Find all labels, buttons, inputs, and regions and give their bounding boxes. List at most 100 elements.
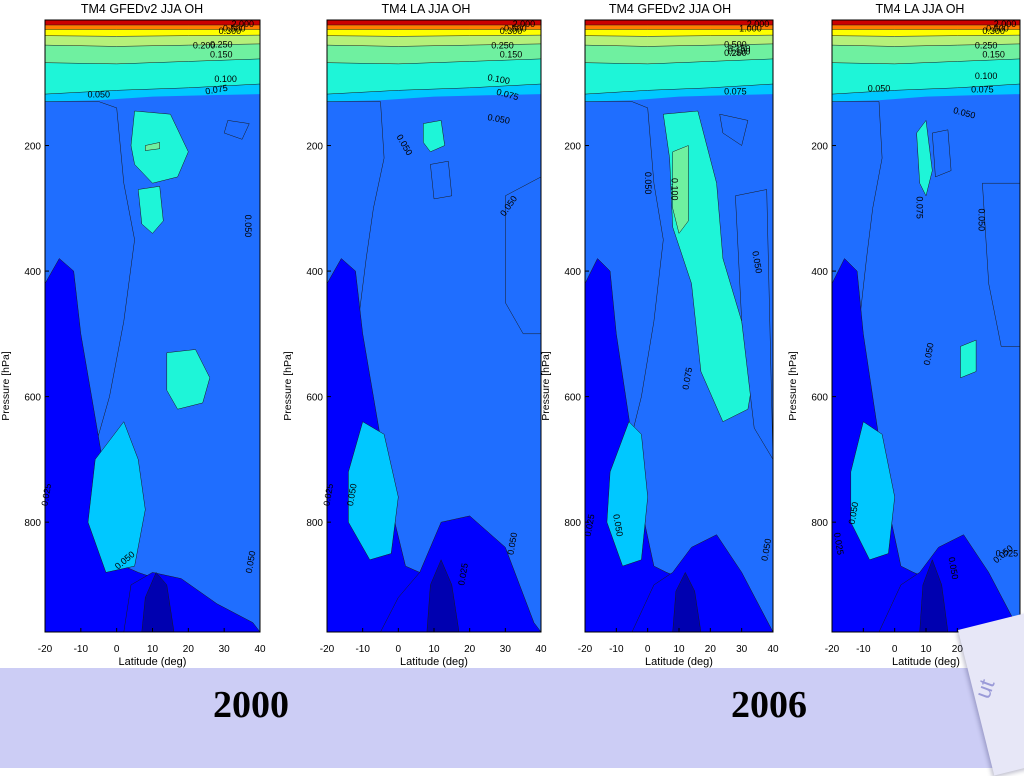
contour-label: 0.075 xyxy=(915,196,925,219)
region-upper-band-6 xyxy=(585,20,773,26)
x-tick-label: 0 xyxy=(396,644,402,655)
region-light-island-1 xyxy=(87,421,146,573)
y-tick-label: 600 xyxy=(24,393,41,404)
x-tick-label: 10 xyxy=(147,644,159,655)
region-deep-blue-bottom xyxy=(380,515,541,632)
region-upper-light xyxy=(916,119,933,197)
plot-area xyxy=(585,20,773,632)
contour-label: 0.150 xyxy=(982,50,1005,60)
contour-label: 0.300 xyxy=(982,26,1005,36)
contour-label: 0.250 xyxy=(724,48,747,58)
y-tick-label: 600 xyxy=(564,393,581,404)
x-tick-label: 40 xyxy=(535,644,547,655)
y-axis-label: Pressure [hPa] xyxy=(0,351,12,421)
region-mid-light xyxy=(166,349,211,410)
contour-label: 2.000 xyxy=(747,19,770,29)
x-tick-label: 10 xyxy=(920,644,932,655)
contour-label: 0.500 xyxy=(724,39,747,49)
contour-label: 0.250 xyxy=(491,40,514,50)
contour-label: 0.500 xyxy=(223,23,246,33)
y-tick-label: 800 xyxy=(811,518,828,529)
region-light-island-1 xyxy=(606,421,648,567)
x-tick-label: -20 xyxy=(38,644,53,655)
x-tick-label: 20 xyxy=(183,644,195,655)
region-upper-band-6 xyxy=(832,20,1020,26)
contour-label: 0.150 xyxy=(728,44,751,54)
x-tick-label: 20 xyxy=(952,644,964,655)
region-upper-blue-patch-2 xyxy=(430,160,453,200)
contour-label: 0.050 xyxy=(922,342,936,366)
x-tick-label: 10 xyxy=(673,644,685,655)
contour-label: 0.200 xyxy=(193,40,216,50)
plot-area xyxy=(45,20,260,632)
chart-title: TM4 GFEDv2 JJA OH xyxy=(81,2,203,16)
contour-label: 0.050 xyxy=(977,209,987,232)
contour-label: 0.050 xyxy=(87,89,110,99)
contour-label: 0.500 xyxy=(504,23,527,33)
x-tick-label: -20 xyxy=(320,644,335,655)
contour-label: 0.150 xyxy=(210,50,233,60)
y-tick-label: 800 xyxy=(564,518,581,529)
x-tick-label: -10 xyxy=(856,644,871,655)
contour-label: 0.500 xyxy=(986,23,1009,33)
contour-label: 0.100 xyxy=(975,71,998,81)
x-tick-label: 40 xyxy=(254,644,266,655)
contour-label: 0.100 xyxy=(669,178,679,201)
contour-label: 0.025 xyxy=(832,532,846,556)
x-tick-label: -10 xyxy=(609,644,624,655)
x-tick-label: 30 xyxy=(736,644,748,655)
contour-label: 0.075 xyxy=(205,83,229,97)
region-upper-blue-patch xyxy=(719,113,749,146)
contour-label: 2.000 xyxy=(513,19,536,29)
x-axis-label: Latitude (deg) xyxy=(892,656,960,668)
region-darkest-core xyxy=(141,571,175,632)
y-tick-label: 400 xyxy=(811,267,828,278)
contour-label: 0.025 xyxy=(39,483,53,507)
chart-panel-2: TM4 LA JJA OH Latitude (deg) Pressure [hPa… xyxy=(282,2,547,668)
contour-label: 0.050 xyxy=(244,550,258,574)
x-tick-label: -10 xyxy=(74,644,89,655)
region-upper-light xyxy=(423,120,445,153)
contour-label: 0.100 xyxy=(487,72,511,86)
contour-label: 0.100 xyxy=(214,74,237,84)
x-tick-label: -20 xyxy=(578,644,593,655)
x-tick-label: 20 xyxy=(705,644,717,655)
year-label-left: 2000 xyxy=(213,684,289,726)
contour-label: 0.050 xyxy=(847,501,861,525)
x-tick-label: 0 xyxy=(892,644,898,655)
chart-title: TM4 LA JJA OH xyxy=(382,2,471,16)
region-upper-core xyxy=(145,142,160,151)
contour-label: 0.300 xyxy=(219,26,242,36)
contour-label: 0.025 xyxy=(996,548,1019,558)
contour-label: 0.025 xyxy=(583,513,597,537)
y-axis-label: Pressure [hPa] xyxy=(282,351,294,421)
x-tick-label: 0 xyxy=(645,644,651,655)
x-tick-label: -10 xyxy=(355,644,370,655)
region-upper-band-6 xyxy=(45,20,260,26)
contour-label: 0.075 xyxy=(724,86,747,96)
y-tick-label: 400 xyxy=(306,267,323,278)
x-tick-label: 40 xyxy=(767,644,779,655)
contour-plots-figure: TM4 GFEDv2 JJA OH Latitude (deg) Pressure … xyxy=(0,2,1024,668)
x-axis-label: Latitude (deg) xyxy=(119,656,187,668)
contour-label: 2.000 xyxy=(232,19,255,29)
x-tick-label: 20 xyxy=(464,644,476,655)
y-tick-label: 600 xyxy=(811,393,828,404)
contour-label: 0.025 xyxy=(321,483,335,507)
y-tick-label: 400 xyxy=(564,267,581,278)
contour-label: 0.050 xyxy=(487,112,511,126)
plot-area xyxy=(327,20,541,632)
region-upper-blue-patch-2 xyxy=(932,129,952,178)
chart-title: TM4 LA JJA OH xyxy=(876,2,965,16)
contour-label: 0.075 xyxy=(680,366,694,390)
region-darkest-core xyxy=(426,559,460,632)
chart-panel-1: TM4 GFEDv2 JJA OH Latitude (deg) Pressure … xyxy=(0,2,266,668)
plot-area xyxy=(832,20,1020,632)
y-tick-label: 200 xyxy=(306,142,323,153)
region-upper-blue-patch xyxy=(505,176,541,335)
x-axis-label: Latitude (deg) xyxy=(645,656,713,668)
region-upper-blue-patch xyxy=(982,182,1020,347)
contour-label: 0.050 xyxy=(345,483,359,507)
contour-label: 0.050 xyxy=(643,172,653,195)
contour-label: 0.300 xyxy=(500,26,523,36)
